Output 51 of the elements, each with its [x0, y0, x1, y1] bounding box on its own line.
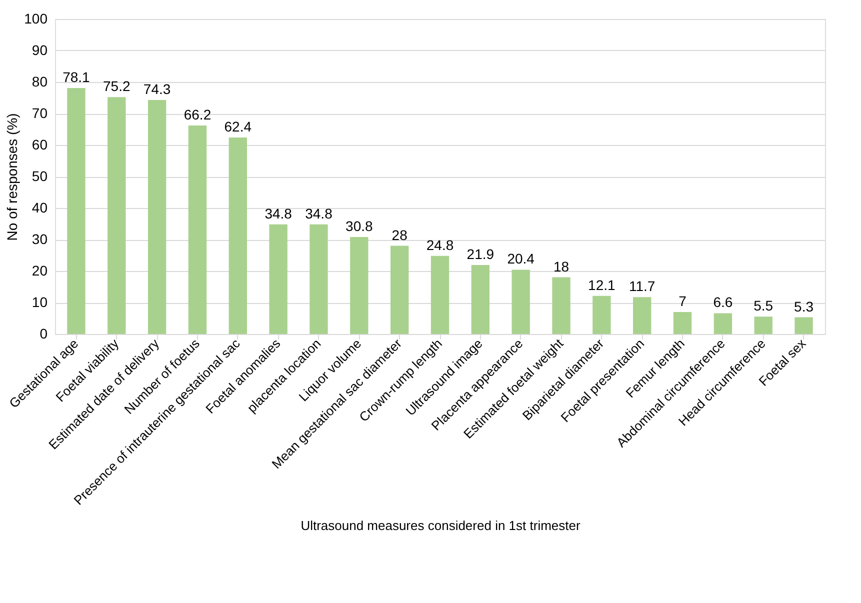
data-label: 20.4: [507, 250, 535, 267]
bar: [714, 313, 732, 334]
data-label: 34.8: [305, 205, 333, 222]
data-label: 24.8: [426, 236, 454, 253]
bar: [67, 88, 86, 334]
data-label: 5.3: [794, 298, 814, 314]
y-tick-label: 40: [32, 200, 48, 216]
data-label: 11.7: [628, 278, 656, 294]
x-axis-title: Ultrasound measures considered in 1st trimester: [300, 518, 581, 533]
bar: [228, 137, 247, 334]
bar: [148, 100, 166, 334]
data-label: 74.3: [143, 80, 171, 97]
y-tick-label: 90: [32, 42, 48, 58]
data-label: 30.8: [346, 218, 373, 234]
bar: [512, 270, 530, 334]
bar: [188, 125, 207, 334]
data-label: 75.2: [103, 78, 130, 94]
y-tick-label: 30: [32, 231, 48, 247]
bar: [754, 316, 772, 334]
bar: [108, 97, 126, 334]
bar: [430, 256, 450, 334]
data-label: 78.1: [62, 68, 90, 85]
data-label: 5.5: [754, 298, 774, 314]
data-label: 28: [392, 226, 408, 243]
y-tick-label: 80: [32, 74, 48, 90]
bar: [673, 312, 692, 334]
bar: [794, 317, 813, 334]
y-tick-label: 0: [40, 326, 48, 342]
bar: [633, 297, 652, 334]
y-tick-label: 10: [32, 294, 48, 310]
y-tick-label: 20: [32, 262, 48, 278]
data-label: 18: [553, 258, 570, 274]
y-tick-label: 50: [32, 168, 48, 184]
data-label: 21.9: [466, 246, 494, 262]
bar: [592, 296, 611, 334]
data-label: 34.8: [264, 205, 292, 222]
y-tick-label: 60: [32, 136, 48, 152]
bar: [552, 277, 570, 334]
bar: [310, 224, 328, 334]
bar: [471, 265, 490, 334]
bar: [390, 246, 409, 334]
data-label: 62.4: [224, 118, 252, 134]
data-label: 66.2: [184, 106, 212, 122]
data-label: 7: [678, 292, 687, 309]
data-label: 12.1: [588, 276, 616, 293]
y-axis-title: No of responses (%): [4, 113, 20, 241]
y-tick-label: 100: [24, 10, 48, 26]
y-tick-label: 70: [32, 105, 48, 121]
bar: [269, 224, 288, 334]
data-label: 6.6: [713, 294, 733, 310]
bar: [350, 236, 368, 334]
